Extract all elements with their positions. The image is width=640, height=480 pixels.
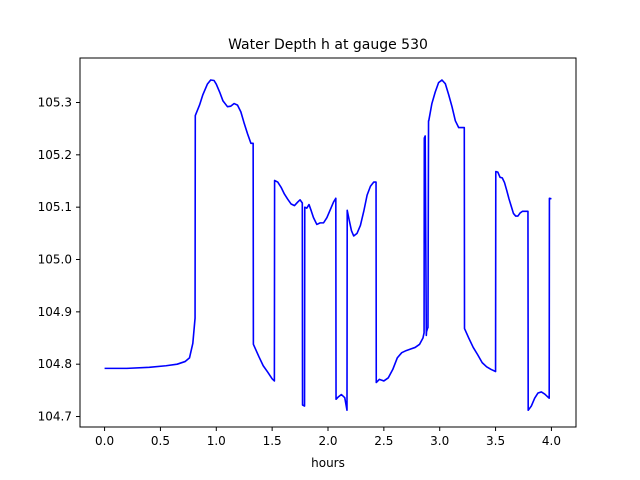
x-tick-label: 4.0	[542, 434, 561, 448]
plot-area: 0.0 0.5 1.0 1.5 2.0 2.5 3.0 3.5 4.0 104.7104.810…	[38, 57, 577, 448]
series-layer	[104, 79, 552, 412]
y-tick-label: 105.2	[38, 148, 72, 162]
x-tick-label: 1.5	[263, 434, 282, 448]
chart-title: Water Depth h at gauge 530	[228, 37, 428, 53]
y-tick-label: 105.3	[38, 95, 72, 109]
y-tick-label: 104.9	[38, 305, 72, 319]
y-tick-label: 104.7	[38, 410, 72, 424]
plot-frame	[79, 57, 577, 428]
y-tick-label: 105.1	[38, 200, 72, 214]
series-line	[104, 79, 552, 412]
x-tick-label: 0.5	[151, 434, 170, 448]
x-axis-ticks: 0.0 0.5 1.0 1.5 2.0 2.5 3.0 3.5 4.0	[95, 427, 561, 448]
x-tick-label: 2.5	[374, 434, 393, 448]
y-tick-label: 105.0	[38, 253, 72, 267]
y-axis-ticks: 104.7 104.8 104.9 105.0 105.1 105.2 105.3	[38, 95, 80, 424]
x-tick-label: 3.5	[486, 434, 505, 448]
y-tick-label: 104.8	[38, 357, 72, 371]
x-axis-label: hours	[311, 456, 345, 470]
x-tick-label: 3.0	[430, 434, 449, 448]
x-tick-label: 2.0	[318, 434, 337, 448]
x-tick-label: 0.0	[95, 434, 114, 448]
x-tick-label: 1.0	[207, 434, 226, 448]
